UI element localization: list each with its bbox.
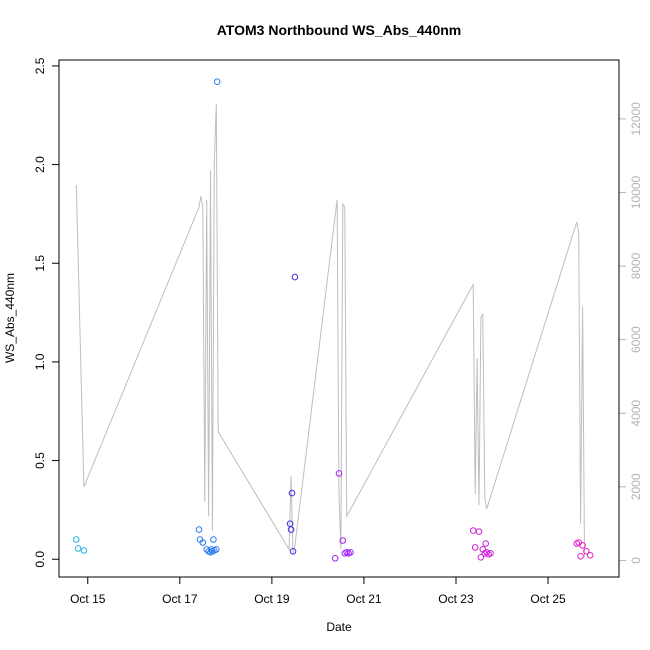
data-point	[73, 536, 80, 543]
series-points	[73, 78, 594, 562]
x-tick-label: Oct 19	[254, 592, 290, 606]
y-tick-label: 1.5	[33, 255, 47, 272]
data-point	[577, 553, 584, 560]
data-point	[575, 539, 583, 546]
data-point	[347, 549, 354, 556]
x-tick-label: Oct 15	[70, 592, 106, 606]
data-point	[339, 537, 347, 544]
data-point	[471, 544, 479, 551]
data-point	[288, 489, 296, 497]
y2-tick-label: 10000	[629, 175, 643, 209]
x-axis-label: Date	[326, 620, 352, 634]
y2-tick-label: 4000	[629, 400, 643, 427]
y2-axis: 0 2000 4000 6000 8000 10000 12000	[618, 102, 643, 564]
data-point	[483, 549, 491, 556]
data-point	[475, 528, 483, 535]
data-point	[80, 547, 88, 554]
x-tick-label: Oct 23	[438, 592, 474, 606]
data-point	[482, 540, 490, 547]
chart-title: ATOM3 Northbound WS_Abs_440nm	[217, 22, 462, 38]
data-point	[210, 536, 217, 543]
y-axis-label: WS_Abs_440nm	[3, 273, 17, 363]
data-point	[213, 78, 221, 85]
y2-tick-label: 0	[629, 557, 643, 564]
data-point	[335, 470, 343, 477]
data-point	[586, 552, 594, 559]
plot-box	[58, 59, 620, 578]
y-tick-label: 0.0	[33, 551, 47, 568]
x-tick-label: Oct 25	[530, 592, 566, 606]
data-point	[291, 273, 299, 281]
data-point	[195, 526, 203, 533]
y-tick-label: 2.0	[33, 156, 47, 173]
y-tick-label: 2.5	[33, 57, 47, 74]
data-point	[477, 554, 485, 561]
data-point	[583, 548, 590, 555]
x-tick-label: Oct 17	[162, 592, 198, 606]
data-point	[487, 550, 494, 557]
y2-tick-label: 8000	[629, 252, 643, 279]
data-point	[74, 545, 82, 552]
y2-tick-label: 2000	[629, 473, 643, 500]
data-point	[213, 546, 220, 553]
data-point	[199, 539, 207, 546]
y-tick-label: 1.0	[33, 353, 47, 370]
data-point	[287, 526, 295, 533]
x-tick-label: Oct 21	[346, 592, 382, 606]
data-point	[469, 527, 477, 534]
altitude-line	[75, 104, 585, 557]
series-line	[75, 104, 585, 557]
y2-tick-label: 6000	[629, 326, 643, 353]
data-point	[579, 542, 586, 549]
y-tick-label: 0.5	[33, 452, 47, 469]
y-axis: 0.0 0.5 1.0 1.5 2.0 2.5	[33, 57, 60, 568]
y2-tick-label: 12000	[629, 102, 643, 136]
data-point	[331, 555, 339, 562]
x-axis: Oct 15 Oct 17 Oct 19 Oct 21 Oct 23 Oct 25	[70, 576, 566, 606]
data-point	[289, 548, 297, 555]
